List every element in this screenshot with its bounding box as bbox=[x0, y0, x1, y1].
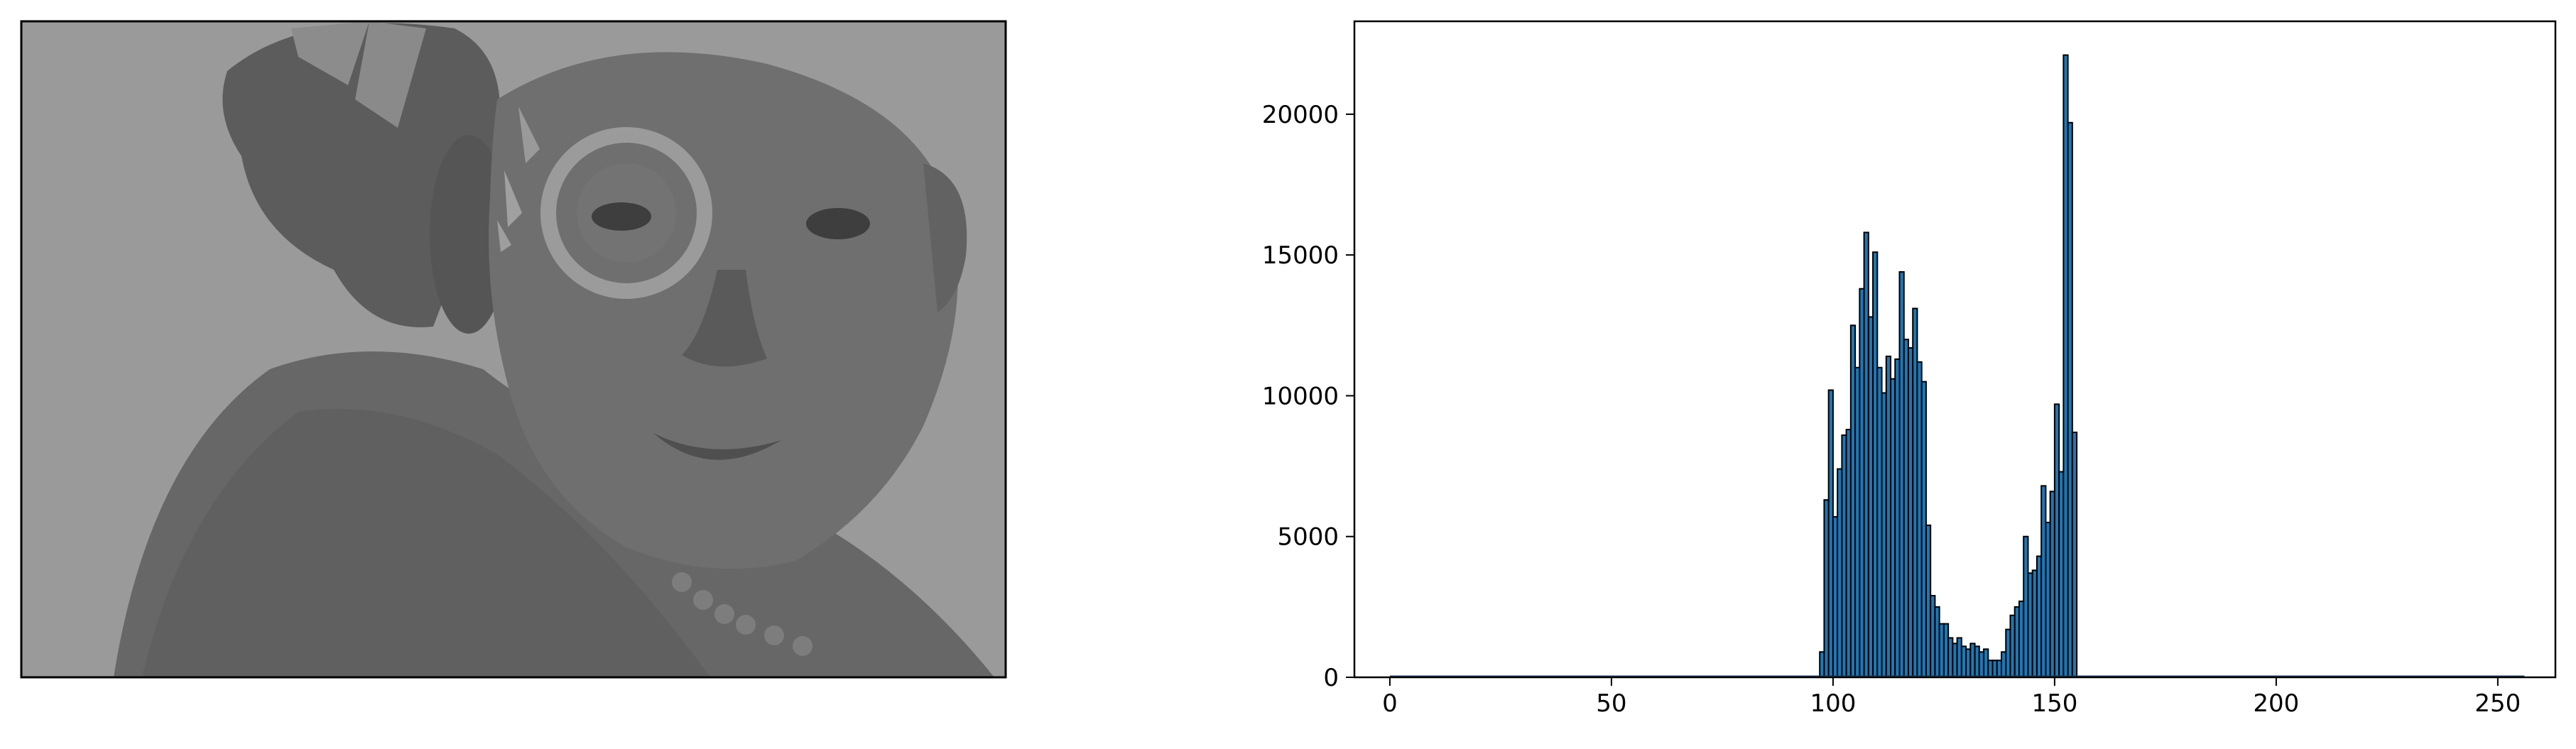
x-tick-label: 200 bbox=[2253, 689, 2299, 718]
x-tick-label: 50 bbox=[1596, 689, 1626, 718]
x-axis: 0 50 100 150 200 250 bbox=[1382, 677, 2521, 718]
y-tick-label: 15000 bbox=[1262, 241, 1339, 270]
x-tick-label: 0 bbox=[1382, 689, 1398, 718]
plot-frame bbox=[1353, 20, 2557, 679]
y-tick-label: 0 bbox=[1323, 664, 1339, 692]
histogram-chart: 0 50 100 150 200 250 0 5000 10000 15000 20000 bbox=[1262, 20, 2557, 718]
x-tick-label: 150 bbox=[2031, 689, 2077, 718]
grayscale-portrait-photo-icon bbox=[21, 21, 1006, 677]
y-tick-label: 20000 bbox=[1262, 101, 1339, 129]
photo-panel bbox=[20, 20, 1007, 679]
x-tick-label: 100 bbox=[1810, 689, 1856, 718]
histogram-bar bbox=[2071, 431, 2078, 678]
x-tick-label: 250 bbox=[2474, 689, 2521, 718]
y-tick-label: 10000 bbox=[1262, 382, 1339, 410]
y-tick-label: 5000 bbox=[1277, 523, 1339, 552]
y-axis: 0 5000 10000 15000 20000 bbox=[1262, 101, 1354, 692]
histogram-bars bbox=[1389, 54, 2525, 679]
